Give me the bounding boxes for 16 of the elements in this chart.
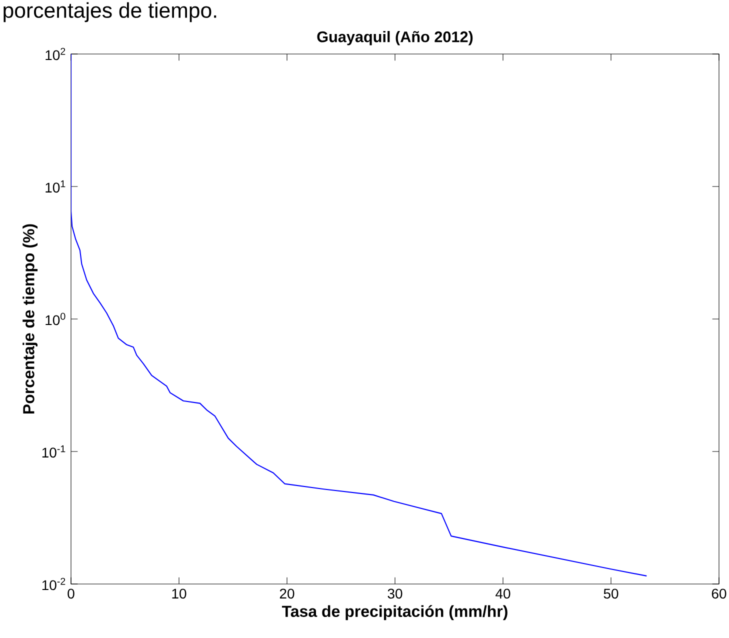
y-tick-label: 10$^{2}$	[46, 48, 66, 60]
y-tick-label: 10$^{1}$	[46, 180, 66, 193]
y-tick-label: 10$^{-2}$	[42, 578, 66, 590]
x-tick-label: 10	[172, 588, 186, 599]
x-tick-label: 0	[68, 588, 74, 599]
y-tick-label: 10$^{0}$	[46, 312, 66, 326]
chart-title: Guayaquil (Año 2012)	[317, 31, 473, 46]
x-tick-label: 20	[280, 588, 294, 599]
y-axis-title: Porcentaje de tiempo (%)	[22, 224, 38, 414]
y-tick-label: 10$^{-1}$	[42, 445, 66, 458]
x-axis-title: Tasa de precipitación (mm/hr)	[282, 605, 508, 620]
x-tick-label: 30	[388, 588, 402, 599]
text: porcentajes de tiempo.	[4, 2, 216, 22]
x-tick-label: 60	[712, 588, 726, 599]
x-tick-label: 40	[496, 588, 510, 599]
x-tick-label: 50	[604, 588, 618, 599]
